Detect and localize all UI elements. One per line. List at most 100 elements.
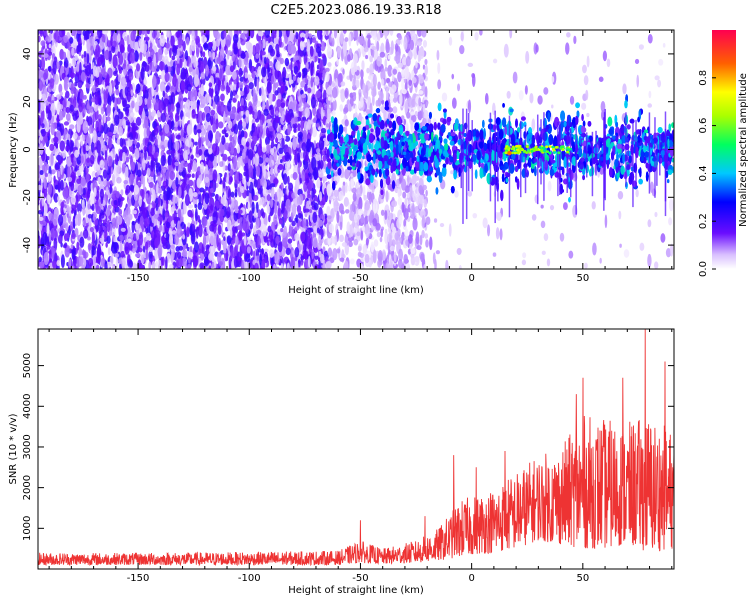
- heatmap-cell: [191, 173, 195, 179]
- heatmap-cell: [174, 112, 179, 122]
- heatmap-cell: [39, 30, 44, 37]
- heatmap-cell: [100, 139, 105, 152]
- heatmap-cell: [155, 260, 159, 268]
- heatmap-cell: [266, 143, 271, 154]
- heatmap-cell: [148, 144, 153, 154]
- heatmap-cell: [120, 76, 127, 87]
- heatmap-cell: [180, 129, 184, 139]
- heatmap-cell: [125, 156, 130, 163]
- heatmap-cell: [220, 209, 225, 217]
- heatmap-cell: [256, 235, 261, 248]
- heatmap-cell: [86, 116, 93, 127]
- heatmap-cell: [304, 30, 310, 33]
- heatmap-cell: [252, 131, 258, 145]
- heatmap-cell: [96, 78, 99, 88]
- heatmap-cell: [309, 172, 313, 180]
- heatmap-cell: [71, 209, 74, 214]
- heatmap-cell: [187, 204, 194, 209]
- heatmap-cell: [280, 227, 284, 233]
- heatmap-cell: [90, 97, 96, 103]
- heatmap-cell: [97, 56, 102, 67]
- heatmap-cell: [106, 116, 111, 122]
- heatmap-cell: [274, 201, 278, 215]
- heatmap-cell: [162, 90, 166, 98]
- heatmap-cell: [253, 194, 259, 202]
- heatmap-cell: [233, 47, 239, 55]
- heatmap-cell: [204, 192, 210, 205]
- heatmap-cell: [92, 254, 96, 266]
- heatmap-cell: [105, 186, 109, 196]
- heatmap-cell: [182, 40, 186, 52]
- heatmap-cell: [165, 42, 170, 49]
- heatmap-cell: [130, 231, 134, 239]
- heatmap-cell: [186, 226, 190, 238]
- heatmap-cell: [165, 85, 170, 91]
- heatmap-cell: [109, 123, 115, 134]
- heatmap-cell: [123, 180, 129, 185]
- heatmap-cell: [128, 260, 134, 268]
- heatmap-cell: [54, 30, 60, 43]
- heatmap-cell: [187, 222, 191, 228]
- heatmap-cell: [161, 256, 165, 266]
- heatmap-cell: [40, 40, 46, 47]
- heatmap-cell: [95, 44, 101, 58]
- heatmap-cell: [315, 154, 321, 162]
- heatmap-cell: [132, 143, 136, 151]
- heatmap-cell: [118, 53, 124, 65]
- heatmap-cell: [111, 217, 117, 229]
- heatmap-cell: [311, 156, 317, 171]
- heatmap-cell: [65, 222, 69, 232]
- heatmap-cell: [105, 88, 109, 100]
- heatmap-cell: [124, 36, 128, 42]
- heatmap-cell: [87, 257, 94, 267]
- heatmap-cell: [55, 94, 62, 100]
- heatmap-cell: [317, 57, 321, 64]
- heatmap-cell: [284, 151, 291, 162]
- heatmap-cell: [181, 249, 188, 258]
- heatmap-cell: [306, 119, 312, 131]
- heatmap-cell: [116, 176, 122, 184]
- heatmap-cell: [200, 128, 205, 139]
- heatmap-cell: [282, 126, 287, 132]
- heatmap-cell: [156, 182, 159, 197]
- heatmap-cell: [43, 30, 47, 37]
- heatmap-cell: [147, 56, 152, 63]
- heatmap-cell: [67, 176, 73, 182]
- heatmap-cell: [147, 246, 154, 253]
- heatmap-cell: [129, 184, 135, 192]
- heatmap-cell: [239, 185, 245, 194]
- heatmap-cell: [230, 247, 234, 259]
- heatmap-cell: [166, 186, 171, 199]
- heatmap-cell: [269, 198, 274, 209]
- heatmap-cell: [134, 93, 138, 98]
- heatmap-cell: [241, 58, 244, 72]
- heatmap-cell: [145, 232, 152, 241]
- heatmap-cell: [263, 56, 267, 65]
- heatmap-cell: [228, 196, 232, 205]
- heatmap-cell: [136, 63, 141, 72]
- heatmap-cell: [181, 116, 185, 129]
- heatmap-cell: [172, 60, 176, 73]
- heatmap-cell: [82, 187, 86, 196]
- heatmap-cell: [242, 148, 246, 160]
- heatmap-cell: [292, 136, 297, 151]
- heatmap-cell: [172, 73, 177, 87]
- heatmap-cell: [265, 157, 270, 163]
- heatmap-cell: [198, 60, 201, 69]
- heatmap-cell: [219, 68, 224, 82]
- heatmap-cell: [63, 121, 70, 126]
- heatmap-cell: [278, 147, 284, 155]
- heatmap-cell: [304, 154, 309, 162]
- heatmap-cell: [294, 116, 298, 123]
- heatmap-cell: [238, 81, 244, 89]
- heatmap-cell: [130, 30, 136, 42]
- heatmap-cell: [243, 235, 247, 246]
- heatmap-cell: [284, 112, 291, 123]
- heatmap-cell: [321, 176, 328, 182]
- heatmap-cell: [41, 192, 45, 207]
- heatmap-cell: [226, 235, 232, 245]
- heatmap-cell: [122, 107, 128, 112]
- heatmap-cell: [236, 145, 241, 154]
- heatmap-cell: [130, 112, 135, 117]
- heatmap-cell: [164, 123, 170, 134]
